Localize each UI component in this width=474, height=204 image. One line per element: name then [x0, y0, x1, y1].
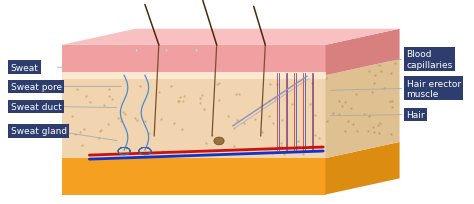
Text: Sweat gland: Sweat gland [10, 127, 67, 136]
Text: Hair: Hair [407, 111, 425, 120]
Polygon shape [62, 158, 326, 195]
Polygon shape [326, 142, 400, 195]
Polygon shape [62, 30, 400, 46]
Text: Blood
capillaries: Blood capillaries [407, 50, 453, 69]
Polygon shape [62, 46, 326, 76]
Text: Sweat: Sweat [10, 63, 38, 72]
Polygon shape [62, 76, 326, 158]
Polygon shape [62, 73, 326, 80]
Polygon shape [326, 60, 400, 158]
Text: Sweat duct: Sweat duct [10, 103, 62, 112]
Polygon shape [326, 30, 400, 76]
Text: Hair erector
muscle: Hair erector muscle [407, 79, 461, 99]
Ellipse shape [214, 137, 224, 145]
Text: Sweat pore: Sweat pore [10, 82, 62, 91]
